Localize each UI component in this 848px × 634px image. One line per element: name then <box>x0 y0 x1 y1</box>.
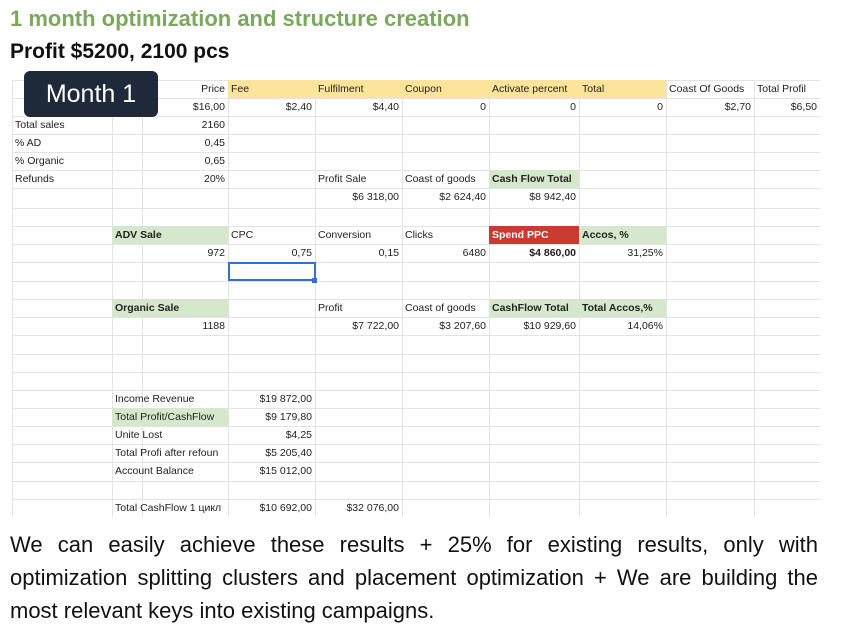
adv-sale-label[interactable]: ADV Sale <box>112 226 228 244</box>
summary-label[interactable]: Income Revenue <box>115 393 195 405</box>
organic-sale-value[interactable]: 1188 <box>202 320 225 332</box>
page-subtitle: Profit $5200, 2100 pcs <box>10 40 230 63</box>
organic-accos-value[interactable]: 14,06% <box>627 320 663 332</box>
metric-label[interactable]: Total sales <box>15 119 65 131</box>
metric-label[interactable]: % AD <box>15 137 42 149</box>
clicks-label[interactable]: Clicks <box>405 229 433 241</box>
month-badge: Month 1 <box>24 71 158 117</box>
organic-cash-label[interactable]: CashFlow Total <box>489 299 579 317</box>
header-total-profit[interactable]: Total Profil <box>757 83 807 95</box>
profit-sale-label[interactable]: Profit Sale <box>318 173 367 185</box>
organic-accos-label[interactable]: Total Accos,% <box>579 299 666 317</box>
accos-label[interactable]: Accos, % <box>579 226 666 244</box>
summary-value[interactable]: $15 012,00 <box>259 465 312 477</box>
summary-label[interactable]: Total Profit/CashFlow <box>112 408 228 426</box>
accos-value[interactable]: 31,25% <box>627 247 663 259</box>
header-price[interactable]: Price <box>201 83 225 95</box>
conversion-value[interactable]: 0,15 <box>378 247 399 259</box>
summary-label[interactable]: Account Balance <box>115 465 194 477</box>
header-coupon[interactable]: Coupon <box>402 80 489 98</box>
summary-value[interactable]: $5 205,40 <box>265 447 312 459</box>
profit-sale-coast-value[interactable]: $2 624,40 <box>439 191 486 203</box>
spreadsheet: Price Fee Fulfilment Coupon Activate per… <box>12 80 820 517</box>
value-coupon[interactable]: 0 <box>480 101 486 113</box>
clicks-value[interactable]: 6480 <box>462 247 486 259</box>
header-fulfilment[interactable]: Fulfilment <box>315 80 402 98</box>
metric-value[interactable]: 2160 <box>201 119 225 131</box>
cashflow-value-2[interactable]: $32 076,00 <box>346 502 399 514</box>
value-activate-percent[interactable]: 0 <box>570 101 576 113</box>
summary-value[interactable]: $4,25 <box>285 429 312 441</box>
organic-profit-label[interactable]: Profit <box>318 302 343 314</box>
sheet-grid <box>12 80 820 517</box>
organic-coast-value[interactable]: $3 207,60 <box>439 320 486 332</box>
profit-sale-value[interactable]: $6 318,00 <box>352 191 399 203</box>
organic-cash-value[interactable]: $10 929,60 <box>523 320 576 332</box>
summary-label[interactable]: Unite Lost <box>115 429 163 441</box>
metric-label[interactable]: Refunds <box>15 173 55 185</box>
organic-sale-label[interactable]: Organic Sale <box>112 299 228 317</box>
metric-value[interactable]: 0,45 <box>204 137 225 149</box>
profit-sale-cash-value[interactable]: $8 942,40 <box>529 191 576 203</box>
page-title: 1 month optimization and structure creat… <box>10 6 470 31</box>
profit-sale-coast-label[interactable]: Coast of goods <box>405 173 476 185</box>
metric-label[interactable]: % Organic <box>15 155 65 167</box>
organic-profit-value[interactable]: $7 722,00 <box>352 320 399 332</box>
header-coast-of-goods[interactable]: Coast Of Goods <box>669 83 745 95</box>
value-total-profit[interactable]: $6,50 <box>790 101 817 113</box>
header-activate-percent[interactable]: Activate percent <box>489 80 579 98</box>
spend-ppc-label[interactable]: Spend PPC <box>489 226 579 244</box>
organic-coast-label[interactable]: Coast of goods <box>405 302 476 314</box>
summary-value[interactable]: $19 872,00 <box>259 393 312 405</box>
spend-ppc-value[interactable]: $4 860,00 <box>529 247 576 259</box>
cashflow-label[interactable]: Total CashFlow 1 цикл <box>115 502 222 514</box>
summary-value[interactable]: $9 179,80 <box>265 411 312 423</box>
description-text: We can easily achieve these results + 25… <box>10 532 818 623</box>
cpc-label[interactable]: CPC <box>231 229 254 241</box>
value-total[interactable]: 0 <box>657 101 663 113</box>
fill-handle[interactable] <box>312 278 317 283</box>
profit-sale-cash-label[interactable]: Cash Flow Total <box>489 170 579 188</box>
header-total[interactable]: Total <box>579 80 666 98</box>
value-fulfilment[interactable]: $4,40 <box>372 101 399 113</box>
cashflow-value[interactable]: $10 692,00 <box>259 502 312 514</box>
header-fee[interactable]: Fee <box>228 80 315 98</box>
value-coast-of-goods[interactable]: $2,70 <box>724 101 751 113</box>
adv-sale-value[interactable]: 972 <box>207 247 225 259</box>
metric-value[interactable]: 20% <box>203 173 225 185</box>
selected-cell[interactable] <box>228 262 316 281</box>
summary-label[interactable]: Total Profi after refoun <box>115 447 219 459</box>
cpc-value[interactable]: 0,75 <box>291 247 312 259</box>
value-fee[interactable]: $2,40 <box>285 101 312 113</box>
conversion-label[interactable]: Conversion <box>318 229 372 241</box>
value-price[interactable]: $16,00 <box>192 101 225 113</box>
metric-value[interactable]: 0,65 <box>204 155 225 167</box>
